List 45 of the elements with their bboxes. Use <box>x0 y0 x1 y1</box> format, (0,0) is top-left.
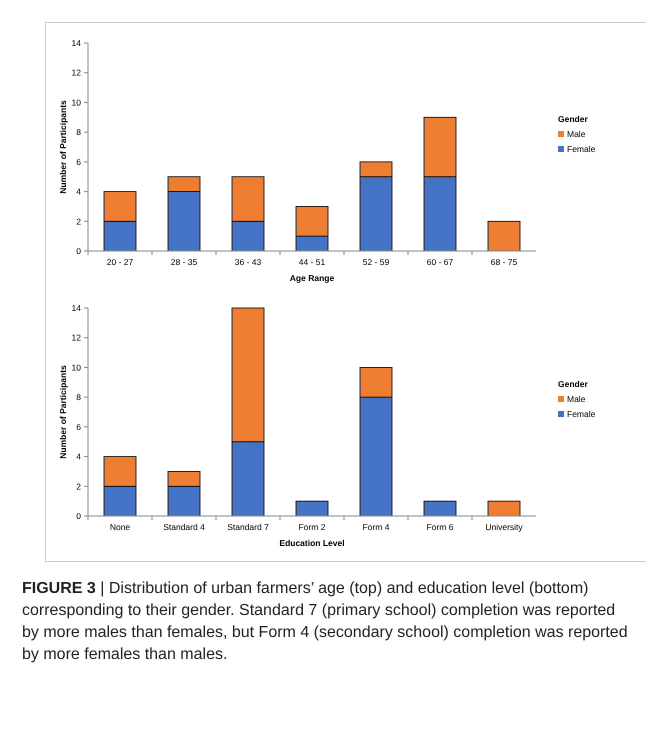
x-tick-label: 60 - 67 <box>426 257 454 267</box>
x-tick-label: Standard 4 <box>163 522 206 532</box>
y-axis-title: Number of Participants <box>58 364 68 459</box>
y-tick-label: 2 <box>76 216 82 226</box>
legend-label: Female <box>567 144 596 154</box>
y-tick-label: 14 <box>72 302 82 313</box>
legend-title: Gender <box>558 379 588 389</box>
bar <box>488 220 520 252</box>
x-tick-label: 44 - 51 <box>298 257 326 267</box>
x-tick-label: Standard 7 <box>227 522 270 532</box>
y-tick-label: 8 <box>76 392 82 402</box>
bar <box>424 500 456 516</box>
x-tick-label: Form 6 <box>426 522 454 532</box>
x-tick-label: 52 - 59 <box>362 257 390 267</box>
x-tick-label: Form 2 <box>298 522 326 532</box>
legend-label: Male <box>567 394 586 404</box>
y-tick-label: 2 <box>76 481 82 492</box>
y-tick-label: 6 <box>76 422 82 432</box>
x-tick-label: 28 - 35 <box>170 257 198 267</box>
x-tick-label: 20 - 27 <box>106 257 134 267</box>
x-axis-title: Education Level <box>279 538 345 548</box>
y-tick-label: 10 <box>72 362 82 372</box>
y-tick-label: 8 <box>76 127 82 138</box>
y-tick-label: 12 <box>72 68 82 78</box>
x-tick-label: Form 4 <box>362 522 390 532</box>
x-tick-label: None <box>110 522 130 532</box>
y-tick-label: 6 <box>76 156 82 167</box>
caption: FIGURE 3 | Distribution of urban farmers’ age (top) and education level (bottom) corresponding to their gender. Standard 7 (primary school) completion was reported by more males than females, but Form 4 (secondary school) completion was reported by more females than males. <box>21 579 629 665</box>
y-tick-label: 4 <box>76 452 82 462</box>
y-tick-label: 14 <box>72 38 82 48</box>
bar <box>296 500 328 516</box>
x-tick-label: 36 - 43 <box>234 257 262 267</box>
x-tick-label: 68 - 75 <box>490 257 518 267</box>
y-tick-label: 4 <box>76 186 82 197</box>
y-axis-title: Number of Participants <box>58 100 68 194</box>
y-tick-label: 0 <box>76 246 82 256</box>
legend-label: Female <box>567 409 596 419</box>
y-tick-label: 12 <box>72 332 82 343</box>
legend-label: Male <box>567 129 586 139</box>
y-tick-label: 0 <box>76 510 82 521</box>
x-tick-label: University <box>485 522 524 532</box>
bar <box>488 500 520 516</box>
x-axis-title: Age Range <box>290 273 334 283</box>
y-tick-label: 10 <box>72 97 82 108</box>
legend-title: Gender <box>558 114 588 124</box>
